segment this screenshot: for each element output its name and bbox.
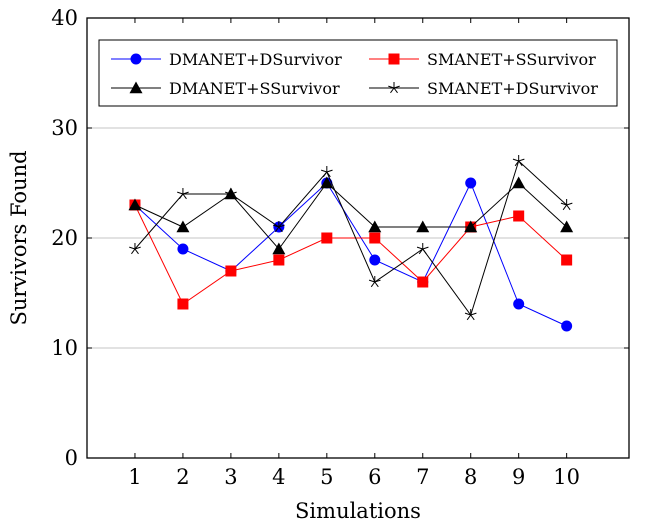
- x-tick-label: 10: [553, 465, 580, 489]
- data-point: [560, 199, 573, 211]
- y-tick-label: 20: [51, 226, 78, 250]
- x-tick-label: 5: [320, 465, 333, 489]
- data-point: [561, 320, 573, 332]
- data-point: [513, 210, 525, 222]
- axis-ticks: 0 10 20 30 40 1 2 3 4 5 6 7 8 9 10: [51, 6, 629, 489]
- legend-marker: [388, 53, 400, 65]
- legend-box: [98, 39, 618, 107]
- data-point: [465, 177, 477, 189]
- series-2: [128, 176, 574, 255]
- data-point: [129, 243, 141, 255]
- legend-label: SMANET+DSurvivor: [427, 79, 598, 98]
- data-point: [369, 232, 381, 244]
- data-point: [321, 232, 333, 244]
- data-point: [560, 220, 574, 233]
- series-line: [134, 160, 567, 317]
- y-tick-label: 30: [51, 116, 78, 140]
- x-tick-label: 1: [128, 465, 141, 489]
- data-point: [320, 176, 334, 189]
- x-tick-label: 4: [272, 465, 285, 489]
- data-point: [368, 220, 382, 233]
- data-point: [416, 220, 430, 233]
- data-point: [272, 242, 286, 255]
- x-tick-label: 6: [368, 465, 381, 489]
- series-0: [129, 177, 573, 332]
- data-point: [417, 276, 429, 288]
- legend-item: SMANET+SSurvivor: [369, 50, 596, 69]
- data-point: [512, 176, 526, 189]
- series-3: [129, 155, 573, 321]
- data-point: [176, 220, 190, 233]
- legend-marker: [129, 81, 143, 94]
- series-line: [134, 181, 567, 327]
- data-point: [128, 198, 142, 211]
- data-point: [369, 254, 381, 266]
- data-point: [464, 309, 477, 321]
- data-point: [416, 243, 429, 255]
- data-point: [464, 220, 478, 233]
- y-tick-label: 40: [51, 6, 78, 30]
- data-point: [320, 166, 333, 178]
- legend-marker: [388, 82, 400, 94]
- y-tick-label: 10: [51, 336, 78, 360]
- y-tick-label: 0: [65, 446, 78, 470]
- data-point: [177, 243, 189, 255]
- data-point: [225, 188, 237, 200]
- data-point: [177, 188, 189, 200]
- data-point: [272, 221, 285, 233]
- series-line: [134, 182, 567, 250]
- data-point: [225, 265, 237, 277]
- legend: DMANET+DSurvivor SMANET+SSurvivor DMANET+S…: [98, 39, 618, 107]
- data-point: [177, 298, 189, 310]
- data-point: [368, 276, 381, 288]
- data-point: [513, 298, 525, 310]
- y-axis-title: Survivors Found: [7, 150, 31, 325]
- x-tick-label: 8: [464, 465, 477, 489]
- legend-marker: [130, 53, 142, 65]
- x-tick-label: 3: [224, 465, 237, 489]
- series-line: [134, 204, 567, 305]
- legend-label: DMANET+SSurvivor: [169, 79, 340, 98]
- legend-item: SMANET+DSurvivor: [369, 79, 598, 98]
- legend-item: DMANET+DSurvivor: [111, 50, 342, 69]
- x-tick-label: 9: [512, 465, 525, 489]
- legend-label: SMANET+SSurvivor: [427, 50, 596, 69]
- data-point: [512, 155, 525, 167]
- x-tick-label: 7: [416, 465, 429, 489]
- series-group: [128, 155, 574, 332]
- data-point: [273, 254, 285, 266]
- x-axis-title: Simulations: [295, 499, 421, 523]
- legend-label: DMANET+DSurvivor: [169, 50, 342, 69]
- data-point: [561, 254, 573, 266]
- x-tick-label: 2: [176, 465, 189, 489]
- legend-item: DMANET+SSurvivor: [111, 79, 340, 98]
